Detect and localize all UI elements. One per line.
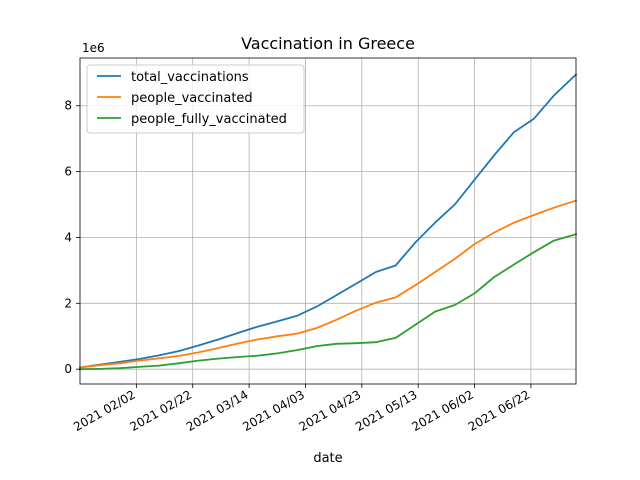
y-axis: 0 2 4 6 8 — [64, 99, 80, 376]
chart-title: Vaccination in Greece — [241, 34, 415, 53]
y-tick-label: 0 — [64, 362, 72, 376]
legend-label: people_vaccinated — [131, 91, 253, 106]
x-axis-label: date — [313, 451, 342, 466]
legend: total_vaccinations people_vaccinatedpeopl… — [86, 64, 305, 134]
legend-label: total_vaccinations — [131, 70, 249, 85]
series-line-total-vaccinations — [78, 73, 578, 369]
plot-frame — [79, 57, 577, 385]
legend-box — [86, 64, 305, 134]
series-line-people-fully-vaccinated — [79, 233, 578, 371]
series-line-people-vaccinated — [79, 199, 578, 369]
legend-label: people_fully_vaccinated — [131, 112, 287, 127]
y-tick-label: 2 — [64, 296, 72, 310]
series-layer — [78, 73, 578, 371]
y-tick-label: 4 — [64, 230, 72, 244]
y-tick-label: 6 — [64, 165, 72, 179]
y-tick-label: 8 — [64, 99, 72, 113]
y-scale-label: 1e6 — [82, 41, 105, 55]
